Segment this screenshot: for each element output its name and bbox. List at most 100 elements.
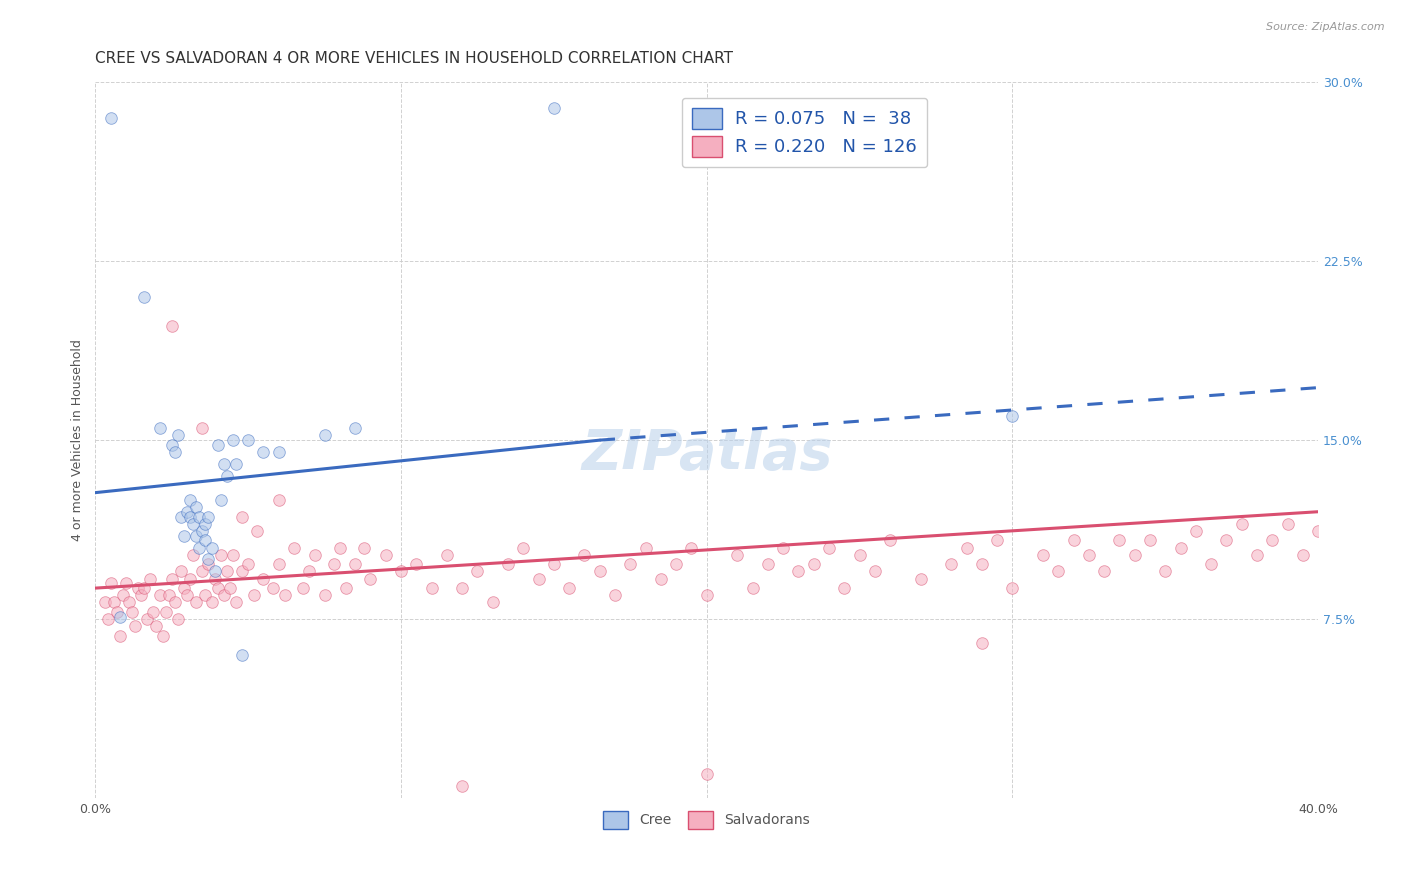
Point: [634, 541, 657, 555]
Point: [179, 492, 201, 507]
Point: [179, 572, 201, 586]
Point: [496, 558, 519, 572]
Point: [941, 558, 963, 572]
Point: [186, 528, 208, 542]
Point: [1185, 524, 1208, 538]
Point: [225, 457, 247, 471]
Point: [231, 509, 253, 524]
Point: [167, 428, 190, 442]
Point: [197, 558, 219, 572]
Point: [167, 612, 190, 626]
Point: [93, 595, 115, 609]
Point: [115, 576, 138, 591]
Y-axis label: 4 or more Vehicles in Household: 4 or more Vehicles in Household: [72, 339, 84, 541]
Point: [1154, 565, 1177, 579]
Point: [209, 492, 232, 507]
Point: [209, 548, 232, 562]
Point: [142, 605, 165, 619]
Point: [1261, 533, 1284, 548]
Point: [1001, 581, 1024, 595]
Point: [103, 595, 125, 609]
Point: [243, 588, 266, 602]
Point: [650, 572, 672, 586]
Point: [197, 509, 219, 524]
Point: [1001, 409, 1024, 424]
Point: [803, 558, 825, 572]
Point: [353, 541, 375, 555]
Point: [772, 541, 794, 555]
Point: [467, 565, 489, 579]
Point: [212, 588, 235, 602]
Point: [197, 552, 219, 566]
Point: [879, 533, 901, 548]
Point: [389, 565, 412, 579]
Point: [1277, 516, 1299, 531]
Point: [267, 558, 290, 572]
Point: [451, 779, 474, 793]
Point: [124, 619, 146, 633]
Point: [222, 548, 245, 562]
Point: [558, 581, 581, 595]
Point: [681, 541, 703, 555]
Point: [292, 581, 315, 595]
Point: [200, 541, 222, 555]
Point: [848, 548, 870, 562]
Point: [527, 572, 550, 586]
Point: [335, 581, 357, 595]
Point: [696, 588, 718, 602]
Point: [619, 558, 641, 572]
Point: [481, 595, 503, 609]
Point: [252, 445, 274, 459]
Point: [179, 509, 201, 524]
Point: [200, 595, 222, 609]
Point: [436, 548, 458, 562]
Point: [188, 541, 211, 555]
Point: [787, 565, 810, 579]
Point: [970, 558, 993, 572]
Point: [160, 318, 183, 333]
Text: Source: ZipAtlas.com: Source: ZipAtlas.com: [1267, 22, 1385, 32]
Point: [574, 548, 596, 562]
Point: [405, 558, 427, 572]
Point: [1308, 524, 1330, 538]
Point: [194, 533, 217, 548]
Point: [148, 588, 170, 602]
Point: [155, 605, 177, 619]
Text: CREE VS SALVADORAN 4 OR MORE VEHICLES IN HOUSEHOLD CORRELATION CHART: CREE VS SALVADORAN 4 OR MORE VEHICLES IN…: [96, 51, 734, 66]
Point: [160, 438, 183, 452]
Point: [1230, 516, 1253, 531]
Point: [204, 565, 226, 579]
Point: [1032, 548, 1054, 562]
Point: [1246, 548, 1268, 562]
Point: [986, 533, 1008, 548]
Point: [222, 433, 245, 447]
Point: [212, 457, 235, 471]
Point: [267, 492, 290, 507]
Point: [252, 572, 274, 586]
Point: [207, 438, 229, 452]
Point: [589, 565, 612, 579]
Point: [725, 548, 748, 562]
Point: [152, 629, 174, 643]
Point: [148, 421, 170, 435]
Point: [696, 767, 718, 781]
Point: [1077, 548, 1099, 562]
Point: [1292, 548, 1315, 562]
Point: [145, 619, 167, 633]
Point: [665, 558, 688, 572]
Point: [1170, 541, 1192, 555]
Point: [344, 558, 367, 572]
Point: [756, 558, 779, 572]
Point: [1215, 533, 1237, 548]
Point: [741, 581, 763, 595]
Point: [543, 102, 565, 116]
Point: [238, 433, 260, 447]
Point: [157, 588, 180, 602]
Point: [136, 612, 159, 626]
Point: [170, 565, 193, 579]
Point: [359, 572, 381, 586]
Point: [173, 581, 195, 595]
Point: [207, 581, 229, 595]
Point: [955, 541, 977, 555]
Point: [1047, 565, 1070, 579]
